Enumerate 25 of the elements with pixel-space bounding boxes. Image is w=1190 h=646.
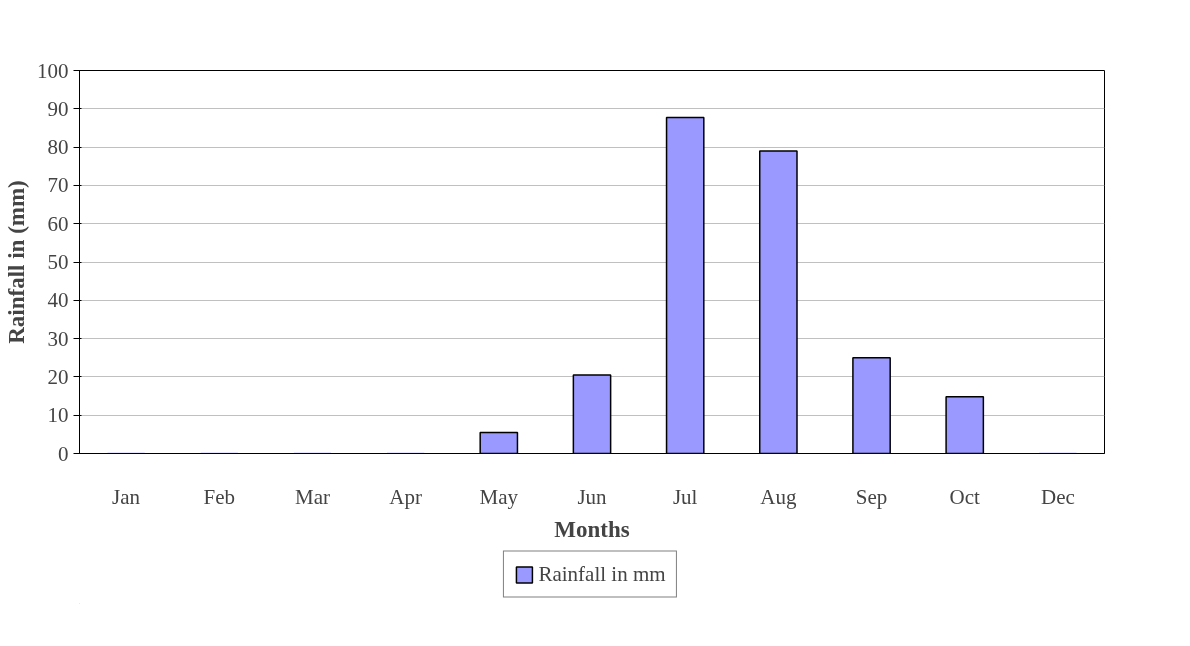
y-tick-label: 20 [47,364,69,389]
y-tick-label: 90 [47,96,69,121]
x-tick-label: Sep [855,484,888,509]
x-tick-label: Jun [577,484,608,509]
y-tick-label: 70 [47,173,69,198]
y-tick-label: 100 [37,58,69,83]
x-tick-label: Jul [672,484,698,509]
x-axis-title: Months [554,516,630,542]
y-tick-label: 60 [47,211,69,236]
x-tick-label: Jan [112,484,141,509]
x-tick-label: Apr [389,484,422,509]
y-tick-label: 10 [47,403,69,428]
x-tick-label: Feb [203,484,236,509]
x-tick-label: Oct [949,484,981,509]
y-tick-label: 80 [47,135,69,160]
y-tick-label: 0 [58,441,69,466]
x-tick-label: Aug [760,484,797,509]
x-tick-label: May [479,484,519,509]
legend-label: Rainfall in mm [538,561,666,587]
y-tick-label: 50 [47,250,69,274]
x-tick-label: Mar [294,484,330,509]
y-tick-label: 40 [47,288,69,313]
y-tick-label: 30 [47,326,69,351]
y-axis-title: Rainfall in (mm) [4,180,29,344]
x-tick-label: Dec [1041,484,1075,509]
